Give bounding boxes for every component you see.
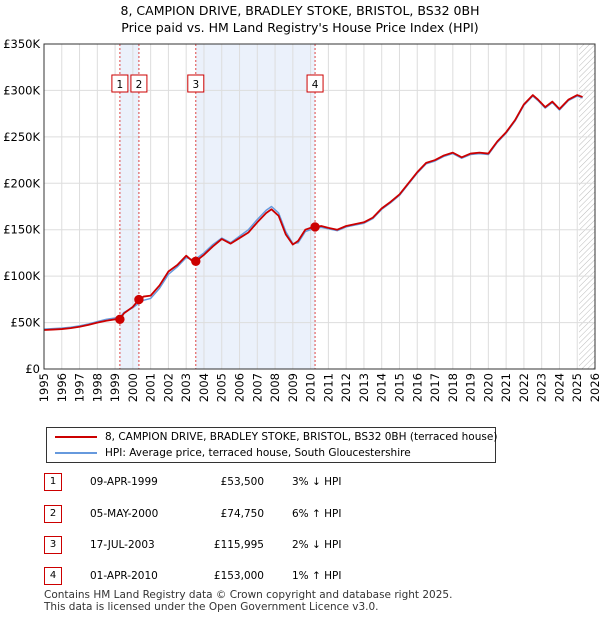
legend-label-property: 8, CAMPION DRIVE, BRADLEY STOKE, BRISTOL… xyxy=(105,431,498,443)
x-tick-label: 1996 xyxy=(55,373,69,402)
table-row: 2 05-MAY-2000 £74,750 6% ↑ HPI xyxy=(44,505,404,523)
sale-badge: 1 xyxy=(44,473,62,491)
x-tick-label: 2017 xyxy=(428,373,442,402)
sale-date: 05-MAY-2000 xyxy=(90,508,159,520)
legend-entry-hpi: HPI: Average price, terraced house, Sout… xyxy=(55,445,411,461)
x-tick-label: 2022 xyxy=(517,373,531,402)
x-tick-label: 2023 xyxy=(535,373,549,402)
y-tick-label: £300K xyxy=(3,83,40,97)
y-tick-label: £350K xyxy=(3,37,40,51)
sale-price: £74,750 xyxy=(220,508,264,520)
sale-marker-label: 1 xyxy=(117,79,124,91)
x-tick-label: 2020 xyxy=(481,373,495,402)
x-tick-label: 2004 xyxy=(197,373,211,402)
legend-swatch-property xyxy=(55,436,97,438)
sale-price: £115,995 xyxy=(213,539,264,551)
footer: Contains HM Land Registry data © Crown c… xyxy=(44,589,452,613)
footer-licence: This data is licensed under the Open Gov… xyxy=(44,601,379,613)
x-tick-label: 2003 xyxy=(179,373,193,402)
x-tick-label: 2006 xyxy=(233,373,247,402)
sale-marker-box xyxy=(187,74,205,93)
y-tick-label: £150K xyxy=(3,223,40,237)
sale-point xyxy=(134,294,144,305)
sale-marker-label: 2 xyxy=(136,79,143,91)
x-tick-label: 2014 xyxy=(375,373,389,402)
chart-title-block: 8, CAMPION DRIVE, BRADLEY STOKE, BRISTOL… xyxy=(0,2,600,36)
chart-title: 8, CAMPION DRIVE, BRADLEY STOKE, BRISTOL… xyxy=(120,3,480,18)
sale-marker-box xyxy=(306,74,324,93)
x-tick-label: 1995 xyxy=(37,373,51,402)
sale-badge: 4 xyxy=(44,567,62,585)
x-tick-label: 2002 xyxy=(161,373,175,402)
legend-swatch-hpi xyxy=(55,452,97,454)
x-tick-label: 2019 xyxy=(464,373,478,402)
footer-copyright: Contains HM Land Registry data © Crown c… xyxy=(44,589,453,601)
sale-date: 17-JUL-2003 xyxy=(90,539,155,551)
x-tick-label: 2009 xyxy=(286,373,300,402)
sale-marker-label: 4 xyxy=(312,79,319,91)
sale-badge: 2 xyxy=(44,505,62,523)
x-tick-label: 2010 xyxy=(304,373,318,402)
x-tick-label: 2008 xyxy=(268,373,282,402)
x-tick-label: 2001 xyxy=(144,373,158,402)
sale-marker-box xyxy=(111,74,129,93)
legend-entry-property: 8, CAMPION DRIVE, BRADLEY STOKE, BRISTOL… xyxy=(55,429,497,445)
x-tick-label: 2012 xyxy=(339,373,353,402)
sale-hpi-diff: 1% ↑ HPI xyxy=(292,570,342,582)
legend-label-hpi: HPI: Average price, terraced house, Sout… xyxy=(105,447,411,459)
x-tick-label: 2025 xyxy=(570,373,584,402)
y-tick-label: £200K xyxy=(3,176,40,190)
x-tick-label: 2016 xyxy=(410,373,424,402)
x-tick-label: 2007 xyxy=(250,373,264,402)
x-tick-label: 2024 xyxy=(552,373,566,402)
legend: 8, CAMPION DRIVE, BRADLEY STOKE, BRISTOL… xyxy=(46,427,497,463)
x-tick-label: 2026 xyxy=(588,373,600,402)
sale-marker-label: 3 xyxy=(192,79,199,91)
y-tick-label: £50K xyxy=(11,316,41,330)
x-tick-label: 1998 xyxy=(90,373,104,402)
x-tick-label: 2011 xyxy=(321,373,335,402)
shaded-period xyxy=(195,44,316,369)
x-tick-label: 1997 xyxy=(73,373,87,402)
sale-date: 09-APR-1999 xyxy=(90,476,158,488)
table-row: 3 17-JUL-2003 £115,995 2% ↓ HPI xyxy=(44,536,404,554)
sale-hpi-diff: 3% ↓ HPI xyxy=(292,476,342,488)
x-tick-label: 2000 xyxy=(126,373,140,402)
x-tick-label: 2018 xyxy=(446,373,460,402)
property-price-line xyxy=(44,94,583,331)
future-hatch-region xyxy=(579,44,595,369)
sale-badge: 3 xyxy=(44,536,62,554)
x-tick-label: 2021 xyxy=(499,373,513,402)
x-tick-label: 1999 xyxy=(108,373,122,402)
shaded-period xyxy=(119,44,139,369)
table-row: 4 01-APR-2010 £153,000 1% ↑ HPI xyxy=(44,567,404,585)
sale-hpi-diff: 6% ↑ HPI xyxy=(292,508,342,520)
x-tick-label: 2013 xyxy=(357,373,371,402)
sale-marker-box xyxy=(130,74,148,93)
x-tick-label: 2005 xyxy=(215,373,229,402)
plot-border xyxy=(43,43,596,370)
sale-hpi-diff: 2% ↓ HPI xyxy=(292,539,342,551)
sale-price: £153,000 xyxy=(213,570,264,582)
sale-date: 01-APR-2010 xyxy=(90,570,158,582)
chart-subtitle: Price paid vs. HM Land Registry's House … xyxy=(121,20,479,35)
sale-point xyxy=(310,222,320,232)
sale-price: £53,500 xyxy=(220,476,264,488)
y-tick-label: £0 xyxy=(25,362,40,376)
sale-point xyxy=(191,256,201,266)
sale-point xyxy=(115,314,125,325)
y-tick-label: £100K xyxy=(3,269,40,283)
y-tick-label: £250K xyxy=(3,130,40,144)
table-row: 1 09-APR-1999 £53,500 3% ↓ HPI xyxy=(44,473,404,491)
x-tick-label: 2015 xyxy=(392,373,406,402)
